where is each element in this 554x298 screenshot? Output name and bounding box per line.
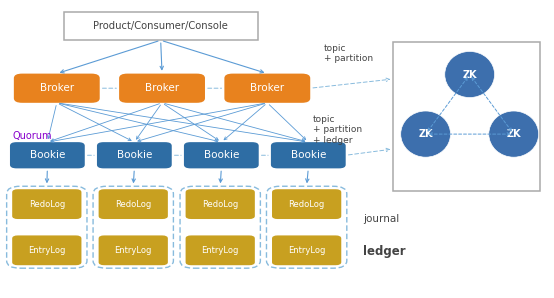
- FancyBboxPatch shape: [180, 186, 260, 268]
- Text: ZK: ZK: [506, 129, 521, 139]
- FancyBboxPatch shape: [184, 142, 259, 168]
- Text: Bookie: Bookie: [204, 150, 239, 160]
- FancyBboxPatch shape: [97, 142, 172, 168]
- Text: topic
+ partition: topic + partition: [324, 44, 373, 63]
- Bar: [64, 12, 258, 40]
- Text: RedoLog: RedoLog: [29, 200, 65, 209]
- Ellipse shape: [401, 111, 450, 157]
- Text: Bookie: Bookie: [30, 150, 65, 160]
- FancyBboxPatch shape: [12, 235, 81, 265]
- FancyBboxPatch shape: [14, 74, 100, 103]
- FancyBboxPatch shape: [93, 186, 173, 268]
- FancyBboxPatch shape: [272, 235, 341, 265]
- Text: Quorum: Quorum: [12, 131, 52, 141]
- FancyBboxPatch shape: [224, 74, 310, 103]
- FancyBboxPatch shape: [12, 189, 81, 219]
- Text: RedoLog: RedoLog: [202, 200, 238, 209]
- FancyBboxPatch shape: [186, 235, 255, 265]
- Text: EntryLog: EntryLog: [202, 246, 239, 255]
- Text: ledger: ledger: [363, 245, 406, 258]
- Text: topic
+ partition
+ ledger: topic + partition + ledger: [313, 115, 362, 145]
- Text: Broker: Broker: [145, 83, 179, 93]
- Text: RedoLog: RedoLog: [289, 200, 325, 209]
- FancyBboxPatch shape: [266, 186, 347, 268]
- FancyBboxPatch shape: [7, 186, 87, 268]
- Text: Product/Consumer/Console: Product/Consumer/Console: [93, 21, 228, 31]
- Text: EntryLog: EntryLog: [115, 246, 152, 255]
- FancyBboxPatch shape: [186, 189, 255, 219]
- Ellipse shape: [445, 51, 495, 98]
- Ellipse shape: [489, 111, 538, 157]
- Text: ZK: ZK: [463, 69, 477, 80]
- FancyBboxPatch shape: [272, 189, 341, 219]
- Text: Broker: Broker: [250, 83, 284, 93]
- FancyBboxPatch shape: [99, 189, 168, 219]
- FancyBboxPatch shape: [271, 142, 346, 168]
- Bar: [393, 42, 540, 191]
- Text: EntryLog: EntryLog: [28, 246, 65, 255]
- Text: ZK: ZK: [418, 129, 433, 139]
- Text: Bookie: Bookie: [117, 150, 152, 160]
- FancyBboxPatch shape: [119, 74, 205, 103]
- Text: EntryLog: EntryLog: [288, 246, 325, 255]
- FancyBboxPatch shape: [99, 235, 168, 265]
- FancyBboxPatch shape: [10, 142, 85, 168]
- Text: journal: journal: [363, 214, 399, 224]
- Text: RedoLog: RedoLog: [115, 200, 151, 209]
- Text: Broker: Broker: [40, 83, 74, 93]
- Text: Bookie: Bookie: [291, 150, 326, 160]
